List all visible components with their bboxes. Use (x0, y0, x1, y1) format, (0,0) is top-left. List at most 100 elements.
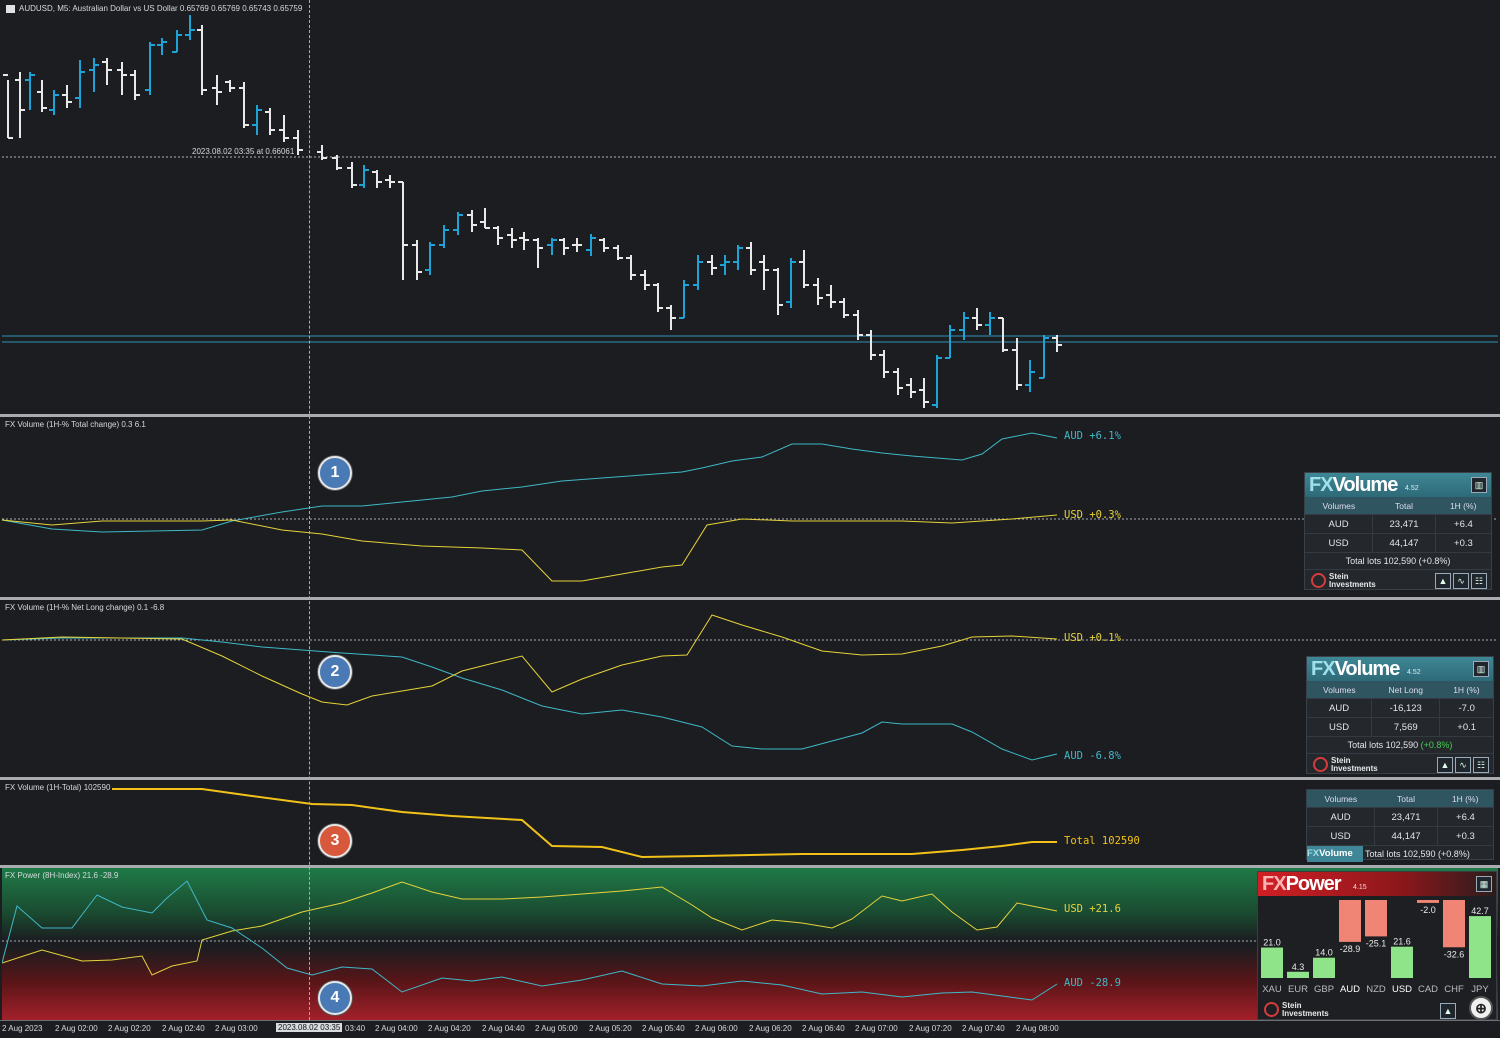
strength-value-label: 14.0 (1315, 948, 1333, 958)
currency-label: CAD (1418, 984, 1438, 995)
pane-separator[interactable] (0, 777, 1500, 780)
fxvolume-widget-total[interactable]: FXVolume 4.52 ▥ Volumes Total 1H (%) AUD 23… (1304, 472, 1492, 590)
widget-version: 4.52 (1405, 485, 1419, 492)
widget-table: Volumes Total 1H (%) AUD 23,471 +6.4 USD 44,1… (1305, 497, 1491, 552)
zoom-magnifier-icon[interactable]: ⊕ (1469, 996, 1493, 1020)
usd-netlong-change-line (2, 614, 1058, 706)
line-chart-icon[interactable]: ∿ (1453, 573, 1469, 589)
aud-power-line (2, 880, 1058, 1001)
fxvolume-mini-logo[interactable]: FXVolume (1307, 846, 1363, 862)
table-row: AUD 23,471 +6.4 (1307, 807, 1493, 827)
fxvolume-logo: FXVolume (1311, 658, 1400, 680)
fxvolume-total-pane[interactable]: FX Volume (1H-Total) 102590 Total 102590… (2, 780, 1498, 865)
widget-total-row: FXVolume Total lots 102,590 (+0.8%) (1307, 845, 1493, 862)
time-tick: 2 Aug 03:00 (215, 1024, 258, 1033)
time-tick: 2 Aug 06:20 (749, 1024, 792, 1033)
currency-label: EUR (1288, 984, 1308, 995)
time-tick: 2 Aug 06:00 (695, 1024, 738, 1033)
strength-bar-cad (1417, 900, 1439, 903)
alert-bell-icon[interactable]: ▲ (1440, 1003, 1456, 1019)
pane1-aud-label: AUD +6.1% (1064, 430, 1121, 442)
chart-title: AUDUSD, M5: Australian Dollar vs US Doll… (6, 4, 302, 13)
annotation-badge-2: 2 (318, 655, 352, 689)
pane3-total-label: Total 102590 (1064, 835, 1140, 847)
pane4-svg (2, 880, 1498, 1001)
time-axis[interactable]: 2 Aug 2023 2 Aug 02:00 2 Aug 02:20 2 Aug 02… (0, 1020, 1500, 1038)
time-tick: 2 Aug 06:40 (802, 1024, 845, 1033)
strength-value-label: -28.9 (1340, 944, 1361, 954)
table-icon[interactable]: ☷ (1473, 757, 1489, 773)
widget-header: FXVolume 4.52 ▥ (1305, 473, 1491, 497)
pane2-svg (2, 614, 1498, 761)
currency-label: JPY (1471, 984, 1489, 995)
symbol-title: AUDUSD, M5: Australian Dollar vs US Doll… (19, 4, 303, 13)
aud-total-change-line (2, 432, 1058, 533)
currency-label: AUD (1340, 984, 1360, 995)
price-chart-pane[interactable]: AUDUSD, M5: Australian Dollar vs US Doll… (2, 0, 1498, 414)
alert-bell-icon[interactable]: ▲ (1435, 573, 1451, 589)
time-tick: 2 Aug 05:40 (642, 1024, 685, 1033)
pane-separator[interactable] (0, 865, 1500, 868)
widget-footer: Stein Investments ▲ ∿ ☷ (1305, 569, 1491, 590)
strength-bar-usd (1391, 946, 1413, 978)
pane4-aud-label: AUD -28.9 (1064, 977, 1121, 989)
fxpower-header: FXPower 4.15 ▦ (1258, 872, 1496, 896)
strength-bar-xau (1261, 947, 1283, 978)
time-tick: 2 Aug 04:20 (428, 1024, 471, 1033)
pane4-usd-label: USD +21.6 (1064, 903, 1121, 915)
strength-value-label: -25.1 (1366, 938, 1387, 948)
widget-header: FXVolume 4.52 ▥ (1307, 657, 1493, 681)
chart-menu-icon[interactable] (6, 4, 15, 13)
widget-footer: Stein Investments ▲ ∿ ☷ (1307, 753, 1493, 774)
annotation-badge-3: 3 (318, 824, 352, 858)
strength-value-label: 4.3 (1292, 962, 1305, 972)
time-tick: 2 Aug 04:00 (375, 1024, 418, 1033)
chart-bars-icon[interactable]: ▥ (1473, 661, 1489, 677)
widget-total: Total lots 102,590 (+0.8%) (1365, 849, 1470, 859)
strength-value-label: 21.0 (1263, 938, 1281, 948)
alert-bell-icon[interactable]: ▲ (1437, 757, 1453, 773)
crosshair-vertical (309, 0, 310, 1020)
pane1-usd-label: USD +0.3% (1064, 509, 1121, 521)
pane1-title: FX Volume (1H-% Total change) 0.3 6.1 (5, 420, 146, 429)
fxvolume-total-change-pane[interactable]: FX Volume (1H-% Total change) 0.3 6.1 AU… (2, 417, 1498, 597)
pane2-title: FX Volume (1H-% Net Long change) 0.1 -6.… (5, 603, 165, 612)
table-row: USD 44,147 +0.3 (1307, 826, 1493, 845)
pane1-svg (2, 432, 1498, 582)
time-tick: 2 Aug 05:20 (589, 1024, 632, 1033)
grid-icon[interactable]: ▦ (1476, 876, 1492, 892)
time-tick: 2 Aug 07:40 (962, 1024, 1005, 1033)
strength-bar-aud (1339, 900, 1361, 942)
widget-total: Total lots 102,590 (+0.8%) (1307, 736, 1493, 753)
fxpower-version: 4.15 (1353, 884, 1367, 891)
pane3-title: FX Volume (1H-Total) 102590 (5, 783, 111, 792)
chart-bars-icon[interactable]: ▥ (1471, 477, 1487, 493)
time-tick: 2 Aug 07:20 (909, 1024, 952, 1033)
stein-investments-logo: Stein Investments (1311, 573, 1376, 589)
line-chart-icon[interactable]: ∿ (1455, 757, 1471, 773)
time-tick: 2 Aug 2023 (2, 1024, 43, 1033)
pane-separator[interactable] (0, 597, 1500, 600)
pane-separator[interactable] (0, 414, 1500, 417)
ohlc-bars (3, 15, 1062, 408)
currency-label: USD (1392, 984, 1412, 995)
fxpower-widget[interactable]: FXPower 4.15 ▦ 21.0 XAU 4.3 EUR 14.0 GBP -28.9… (1257, 871, 1497, 1020)
fxpower-pane[interactable]: FX Power (8H-Index) 21.6 -28.9 USD +21.6… (2, 868, 1498, 1020)
fxvolume-widget-compact[interactable]: Volumes Total 1H (%) AUD 23,471 +6.4 USD 44,1… (1306, 789, 1494, 862)
pane2-usd-label: USD +0.1% (1064, 632, 1121, 644)
fxvolume-netlong-change-pane[interactable]: FX Volume (1H-% Net Long change) 0.1 -6.… (2, 600, 1498, 777)
strength-bar-nzd (1365, 900, 1387, 937)
fxpower-logo: FXPower (1262, 873, 1342, 895)
pane3-svg (112, 788, 1057, 859)
table-icon[interactable]: ☷ (1471, 573, 1487, 589)
total-volume-line (112, 788, 1057, 859)
time-tick: 2 Aug 02:20 (108, 1024, 151, 1033)
fxvolume-widget-netlong[interactable]: FXVolume 4.52 ▥ Volumes Net Long 1H (%) AU… (1306, 656, 1494, 774)
annotation-badge-4: 4 (318, 981, 352, 1015)
time-cursor-label: 2023.08.02 03:35 (276, 1023, 343, 1032)
table-row: USD 7,569 +0.1 (1307, 717, 1493, 736)
currency-label: CHF (1444, 984, 1464, 995)
table-row: AUD -16,123 -7.0 (1307, 698, 1493, 718)
crosshair-price-label: 2023.08.02 03:35 at 0.66061 (192, 147, 295, 156)
annotation-badge-1: 1 (318, 456, 352, 490)
